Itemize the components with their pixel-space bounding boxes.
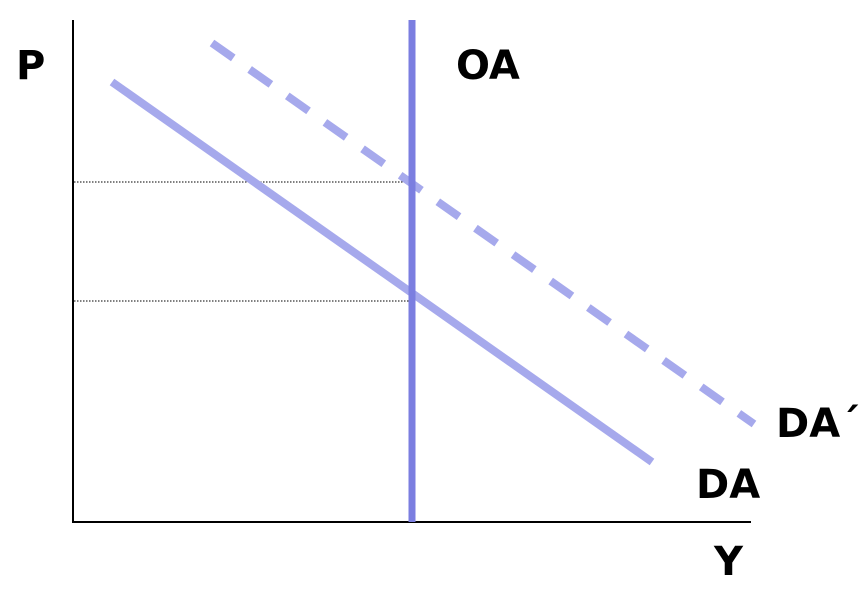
y-axis-label: Y (714, 539, 743, 585)
da-curve-label: DA (696, 462, 761, 508)
oa-curve-label: OA (456, 43, 520, 89)
shifted-demand-curve-line (209, 39, 757, 428)
p-axis-label: P (16, 43, 46, 89)
demand-curve-line (109, 78, 655, 466)
da-prime-curve-label: DA´ (776, 401, 859, 447)
